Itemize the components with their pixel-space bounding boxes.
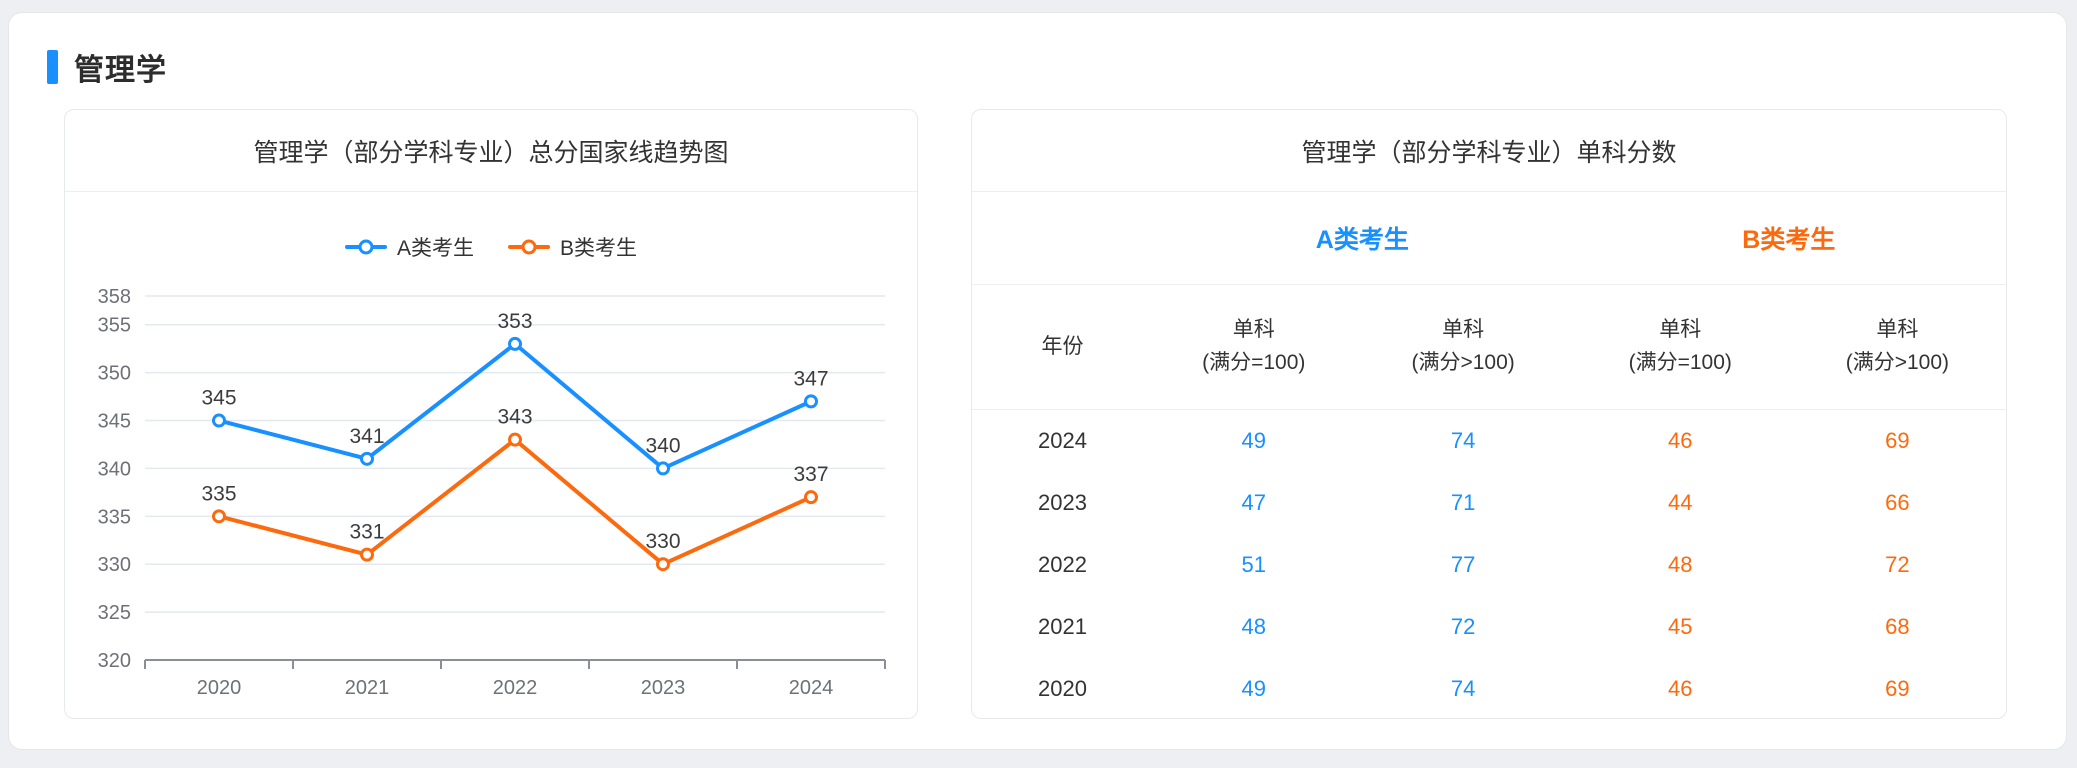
line-series-icon (508, 239, 550, 255)
section-header: 管理学 (47, 45, 167, 89)
data-point[interactable] (656, 461, 670, 476)
data-point[interactable] (508, 432, 522, 447)
line-series-icon (344, 239, 387, 255)
data-point-label: 330 (645, 530, 680, 553)
year-cell: 2024 (1037, 428, 1087, 453)
table-row: 2023 47 71 44 66 (972, 472, 2006, 534)
group-header-a: A类考生 (1315, 226, 1409, 254)
data-point[interactable] (360, 547, 374, 562)
score-cell: 72 (1450, 614, 1476, 639)
y-tick-label: 350 (98, 363, 131, 385)
y-tick-label: 340 (98, 458, 131, 480)
y-tick-label: 358 (98, 286, 131, 308)
year-cell: 2021 (1037, 614, 1087, 639)
x-tick-label: 2024 (789, 677, 834, 699)
scores-table-card: 管理学（部分学科专业）单科分数 A类考生 B类考生 年份 单科 (满分=100)… (971, 109, 2007, 719)
x-tick-label: 2020 (197, 677, 242, 699)
year-cell: 2022 (1037, 552, 1087, 577)
year-cell: 2020 (1037, 676, 1087, 701)
chart-legend: A类考生 B类考生 (65, 232, 917, 262)
y-tick-label: 335 (98, 506, 131, 528)
trend-chart-card: 管理学（部分学科专业）总分国家线趋势图 A类考生 B类考生 320 325 330 3… (64, 109, 918, 719)
legend-label: B类考生 (560, 237, 638, 260)
score-cell: 49 (1241, 676, 1266, 701)
score-cell: 68 (1885, 614, 1910, 639)
score-cell: 69 (1885, 676, 1910, 701)
data-point-label: 340 (645, 434, 680, 457)
column-header-a-100: 单科 (满分=100) (1202, 318, 1306, 374)
data-point[interactable] (212, 413, 226, 428)
section-title: 管理学 (74, 54, 167, 87)
data-point-label: 353 (497, 310, 532, 333)
data-point[interactable] (508, 336, 522, 351)
data-point-label: 341 (349, 425, 384, 448)
section-accent-bar (47, 50, 58, 84)
column-header-b-100: 单科 (满分=100) (1628, 318, 1732, 374)
table-row: 2024 49 74 46 69 (972, 410, 2006, 472)
x-tick-label: 2022 (493, 677, 538, 699)
column-header-b-gt100: 单科 (满分>100) (1845, 318, 1950, 374)
data-point[interactable] (656, 557, 670, 572)
score-cell: 48 (1241, 614, 1266, 639)
year-cell: 2023 (1037, 490, 1087, 515)
table-column-header-row: 年份 单科 (满分=100) 单科 (满分>100) 单科 (满分=100) 单… (972, 285, 2006, 410)
score-cell: 51 (1241, 552, 1266, 577)
x-tick-label: 2021 (345, 677, 390, 699)
column-header-a-gt100: 单科 (满分>100) (1411, 318, 1515, 374)
y-tick-label: 330 (98, 554, 131, 576)
table-row: 2021 48 72 45 68 (972, 596, 2006, 658)
legend-item-a[interactable]: A类考生 (344, 232, 474, 262)
y-tick-label: 325 (98, 602, 131, 624)
table-row: 2022 51 77 48 72 (972, 534, 2006, 596)
score-cell: 74 (1450, 676, 1476, 701)
score-cell: 49 (1241, 428, 1266, 453)
data-point[interactable] (804, 490, 818, 505)
data-point[interactable] (804, 394, 818, 409)
score-cell: 77 (1450, 552, 1476, 577)
scores-table-title: 管理学（部分学科专业）单科分数 (972, 110, 2006, 192)
data-point-label: 335 (201, 482, 236, 505)
y-tick-label: 320 (98, 650, 131, 672)
trend-line-chart: 320 325 330 335 340 345 350 355 358 2020 2021 2022 2… (98, 286, 886, 699)
series-line (217, 437, 813, 567)
data-point-label: 345 (201, 387, 236, 410)
legend-label: A类考生 (396, 237, 474, 260)
data-point-label: 337 (793, 463, 828, 486)
table-group-header-row: A类考生 B类考生 (972, 192, 2006, 285)
data-point-label: 347 (793, 367, 828, 390)
data-point[interactable] (212, 509, 226, 524)
table-rows: 2024 49 74 46 69 2023 47 71 44 66 2022 51 77 48 72 2021… (972, 410, 2006, 720)
score-cell: 71 (1450, 490, 1476, 515)
trend-chart-title: 管理学（部分学科专业）总分国家线趋势图 (65, 110, 917, 192)
content-panel: 管理学 管理学（部分学科专业）总分国家线趋势图 A类考生 B类考生 320 325… (8, 12, 2067, 750)
y-tick-label: 355 (98, 315, 131, 337)
score-cell: 48 (1668, 552, 1693, 577)
score-cell: 44 (1668, 490, 1693, 515)
data-point-label: 343 (497, 406, 532, 429)
table-row: 2020 49 74 46 69 (972, 658, 2006, 720)
legend-item-b[interactable]: B类考生 (508, 232, 637, 262)
score-cell: 46 (1668, 428, 1693, 453)
group-header-b: B类考生 (1742, 226, 1836, 254)
score-cell: 47 (1241, 490, 1266, 515)
score-cell: 46 (1668, 676, 1693, 701)
score-cell: 45 (1668, 614, 1693, 639)
score-cell: 69 (1885, 428, 1910, 453)
data-point[interactable] (360, 451, 374, 466)
score-cell: 74 (1450, 428, 1476, 453)
score-cell: 72 (1885, 552, 1910, 577)
score-cell: 66 (1885, 490, 1910, 515)
column-header-year: 年份 (1041, 334, 1084, 358)
y-tick-label: 345 (98, 411, 131, 433)
trend-chart-body: A类考生 B类考生 320 325 330 335 340 345 350 355 358 202… (65, 192, 917, 718)
x-tick-label: 2023 (641, 677, 686, 699)
data-point-label: 331 (349, 521, 384, 544)
